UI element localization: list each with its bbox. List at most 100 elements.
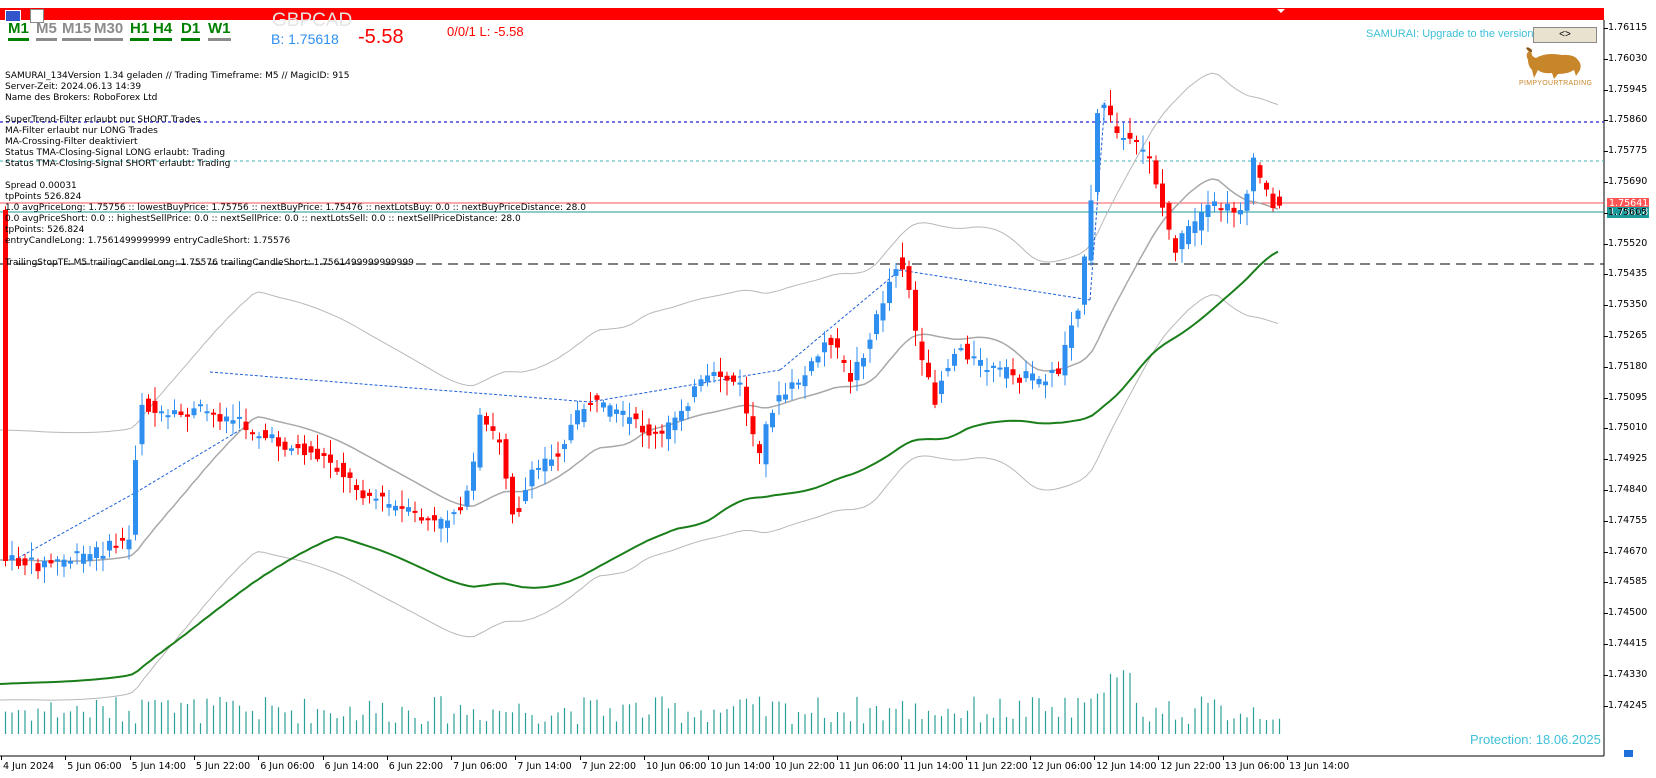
timeframe-button-h1[interactable]: H1 (130, 20, 150, 41)
candle-body (1134, 139, 1139, 142)
trade-link-line (209, 371, 591, 403)
price-label: 1.75180 (1608, 360, 1648, 372)
price-label: 1.74245 (1608, 699, 1648, 711)
time-label: 5 Jun 22:00 (195, 761, 251, 772)
trade-lines (17, 99, 1106, 559)
candle-body (100, 555, 106, 559)
info-line: 1.0 avgPriceLong: 1.75756 :: lowestBuyPr… (5, 203, 586, 213)
candle-body (1088, 200, 1094, 261)
candle-body (679, 410, 684, 421)
price-tick (1604, 397, 1608, 399)
price-label: 1.74330 (1608, 668, 1648, 680)
timeframe-button-m15[interactable]: M15 (62, 20, 92, 41)
candle-body (334, 467, 340, 472)
candle-body (770, 412, 775, 428)
candle-body (640, 425, 645, 433)
candle-body (848, 372, 853, 382)
candle-body (529, 469, 535, 487)
time-tick (515, 756, 517, 760)
price-tick (1604, 674, 1608, 676)
candle-body (789, 382, 795, 389)
time-tick (1094, 756, 1096, 760)
info-line: tpPoints: 526.824 (5, 225, 85, 235)
price-label: 1.74670 (1608, 545, 1648, 557)
price-label: 1.75010 (1608, 422, 1648, 434)
candle-body (1225, 203, 1230, 211)
candle-body (711, 372, 717, 377)
candle-body (705, 375, 710, 382)
candle-body (22, 558, 28, 566)
candle-body (737, 382, 743, 385)
candle-body (29, 557, 34, 560)
candle-body (893, 269, 899, 276)
candle-body (185, 414, 190, 417)
candle-body (919, 341, 925, 361)
price-label: 1.75350 (1608, 299, 1648, 311)
chart-menu-icon[interactable] (5, 10, 21, 22)
price-tick (1604, 613, 1608, 615)
price-label: 1.74840 (1608, 484, 1648, 495)
candle-body (906, 266, 912, 290)
candle-body (1082, 256, 1087, 305)
candle-body (328, 454, 333, 463)
candle-body (1121, 137, 1126, 140)
price-label: 1.75945 (1608, 83, 1648, 95)
candle-body (458, 507, 463, 511)
candle-body (61, 559, 67, 567)
candle-body (74, 551, 80, 554)
timeframe-button-h4[interactable]: H4 (153, 20, 173, 41)
time-label: 6 Jun 14:00 (324, 761, 379, 772)
time-tick (772, 756, 774, 760)
candle-body (757, 444, 762, 454)
candle-body (510, 476, 515, 515)
time-tick (836, 756, 838, 760)
logo-text: PIMPYOURTRADING (1519, 80, 1593, 87)
timeframe-button-m5[interactable]: M5 (36, 20, 57, 41)
candle-body (666, 422, 671, 440)
info-line: entryCandleLong: 1.7561499999999 entryCa… (5, 236, 291, 246)
candle-body (1095, 113, 1100, 192)
candle-body (159, 411, 164, 414)
info-line: Name des Brokers: RoboForex Ltd (5, 93, 158, 103)
timeframe-label: W1 (208, 20, 231, 37)
one-click-icon[interactable] (30, 9, 44, 23)
candle-body (1244, 193, 1250, 211)
trade-link-line (139, 429, 241, 491)
timeframe-button-d1[interactable]: D1 (181, 20, 201, 41)
price-tick (1604, 243, 1608, 245)
price-tick (1604, 120, 1608, 122)
timeframe-button-m30[interactable]: M30 (94, 20, 124, 41)
scroll-handle[interactable] (1624, 750, 1633, 757)
price-label: 1.75690 (1608, 176, 1648, 187)
candle-body (1108, 105, 1113, 116)
candle-body (1114, 126, 1120, 134)
time-tick (1222, 756, 1224, 760)
time-tick (644, 756, 645, 760)
candle-body (269, 434, 275, 439)
timeframe-button-m1[interactable]: M1 (8, 20, 29, 41)
candle-body (555, 453, 561, 457)
candle-body (965, 343, 970, 360)
timeframe-button-w1[interactable]: W1 (208, 20, 231, 41)
price-label: 1.75605 (1608, 206, 1648, 218)
price-label: 1.75775 (1608, 145, 1648, 157)
candle-body (991, 365, 996, 368)
timeframe-label: H1 (130, 20, 150, 37)
candle-body (568, 424, 574, 441)
upgrade-button[interactable]: <> (1533, 27, 1597, 43)
bid-price-tag: 1.75618 (1607, 207, 1649, 218)
candle-body (620, 410, 626, 415)
candle-body (653, 431, 658, 434)
candle-body (256, 436, 262, 439)
bull-logo-icon (1522, 46, 1584, 80)
time-tick (1029, 756, 1031, 760)
candle-body (211, 412, 216, 415)
time-label: 10 Jun 06:00 (646, 761, 707, 772)
time-tick (65, 756, 67, 760)
time-label: 5 Jun 14:00 (131, 761, 186, 772)
info-line: 0.0 avgPriceShort: 0.0 :: highestSellPri… (5, 214, 521, 224)
candle-body (276, 437, 281, 447)
candle-body (1212, 201, 1217, 207)
candle-body (984, 370, 990, 373)
